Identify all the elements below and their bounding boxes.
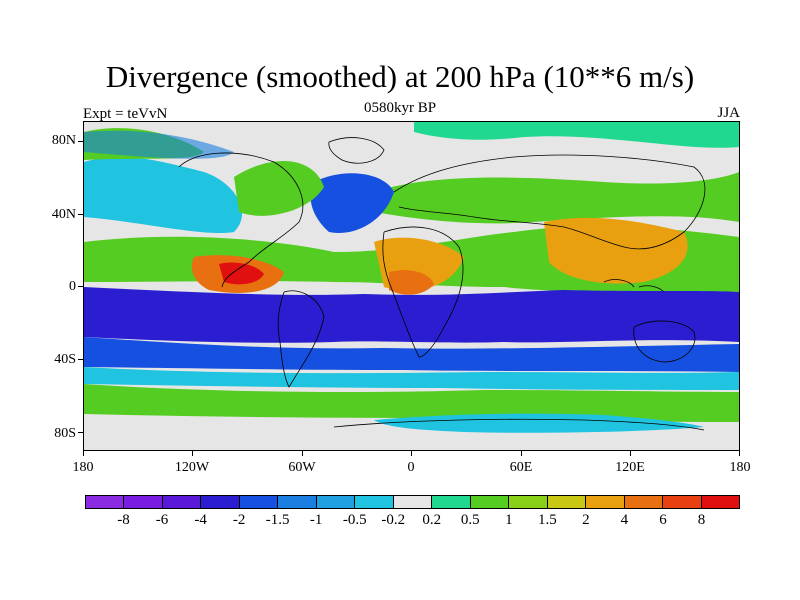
- coast-indonesia: [603, 279, 665, 293]
- colorbar-swatch: [239, 496, 279, 508]
- lon-tick: [192, 451, 193, 456]
- lon-tick: [411, 451, 412, 456]
- time-label: 0580kyr BP: [363, 100, 437, 116]
- colorbar-label: 4: [620, 512, 629, 528]
- lon-label-180e: 180: [729, 460, 751, 475]
- region-pos-uscanada: [234, 160, 324, 216]
- coast-antarctica: [333, 418, 705, 431]
- colorbar-label: 6: [659, 512, 667, 528]
- chart-title: Divergence (smoothed) at 200 hPa (10**6 …: [105, 59, 695, 94]
- lon-label-120e: 120E: [615, 460, 645, 475]
- colorbar-label: -1: [309, 512, 323, 528]
- experiment-label: Expt = teVvN: [83, 106, 168, 122]
- divergence-map: [84, 122, 739, 450]
- region-pos-south: [84, 384, 739, 422]
- lon-label-0: 0: [407, 460, 415, 475]
- colorbar-label: 8: [697, 512, 706, 528]
- colorbar: [85, 495, 740, 509]
- lon-label-60e: 60E: [509, 460, 533, 475]
- lat-tick: [78, 141, 83, 142]
- lon-tick: [739, 451, 740, 456]
- coast-africa: [382, 226, 464, 358]
- coast-north-america: [178, 152, 304, 288]
- colorbar-swatch: [547, 496, 587, 508]
- colorbar-swatch: [86, 496, 125, 508]
- lon-tick: [302, 451, 303, 456]
- colorbar-label: -8: [117, 512, 130, 528]
- colorbar-swatch: [162, 496, 202, 508]
- lat-label-40n: 40N: [51, 207, 76, 222]
- colorbar-swatch: [624, 496, 664, 508]
- colorbar-swatch: [201, 496, 240, 508]
- lon-tick: [521, 451, 522, 456]
- lat-label-40s: 40S: [54, 352, 76, 367]
- region-pos-eurasia: [374, 172, 739, 224]
- region-pos-arctic-east: [414, 122, 739, 148]
- map-panel: [83, 121, 740, 451]
- region-orange-westafrica: [389, 270, 434, 295]
- region-cyan-northeast: [84, 130, 234, 159]
- colorbar-label: -6: [155, 512, 169, 528]
- region-orange-asia: [544, 217, 688, 284]
- colorbar-swatch: [663, 496, 702, 508]
- colorbar-label: 1: [505, 512, 513, 528]
- colorbar-swatch: [393, 496, 433, 508]
- colorbar-swatch: [586, 496, 625, 508]
- colorbar-swatch: [316, 496, 356, 508]
- region-neg-antarctic: [374, 413, 704, 433]
- colorbar-label: 0.5: [460, 512, 480, 528]
- lat-label-80n: 80N: [51, 133, 76, 148]
- colorbar-label: 0.2: [422, 512, 442, 528]
- lon-label-60w: 60W: [288, 460, 316, 475]
- lat-tick: [78, 286, 83, 287]
- colorbar-label: -2: [232, 512, 246, 528]
- colorbar-swatch: [278, 496, 317, 508]
- lon-tick: [630, 451, 631, 456]
- colorbar-label: 1.5: [537, 512, 557, 528]
- lat-label-80s: 80S: [54, 426, 76, 441]
- lat-tick: [78, 432, 83, 433]
- colorbar-label: -4: [194, 512, 207, 528]
- region-neg-southern: [84, 337, 739, 372]
- coast-australia: [633, 320, 696, 363]
- lon-label-180w: 180: [72, 460, 94, 475]
- coastlines: [178, 137, 706, 431]
- coast-greenland: [328, 137, 385, 164]
- colorbar-swatch: [701, 496, 739, 508]
- colorbar-swatch: [124, 496, 163, 508]
- region-neg-northpacific: [84, 156, 243, 234]
- lat-tick: [78, 214, 83, 215]
- region-neg-northatlantic: [310, 173, 394, 233]
- colorbar-label: 2: [582, 512, 590, 528]
- colorbar-swatch: [432, 496, 471, 508]
- lat-label-0: 0: [69, 279, 76, 294]
- colorbar-label: -0.2: [381, 512, 406, 528]
- colorbar-label: -0.5: [342, 512, 367, 528]
- lon-tick: [83, 451, 84, 456]
- season-label: JJA: [717, 105, 740, 121]
- region-neg-equator: [84, 287, 739, 343]
- colorbar-swatch: [509, 496, 548, 508]
- colorbar-swatch: [470, 496, 510, 508]
- coast-south-america: [277, 290, 325, 388]
- colorbar-swatch: [355, 496, 394, 508]
- region-cyan-south: [84, 367, 739, 390]
- colorbar-label: -1.5: [265, 512, 290, 528]
- lon-label-120w: 120W: [174, 460, 210, 475]
- region-red-core: [219, 262, 264, 285]
- coast-europe-asia: [393, 154, 706, 250]
- lat-tick: [78, 359, 83, 360]
